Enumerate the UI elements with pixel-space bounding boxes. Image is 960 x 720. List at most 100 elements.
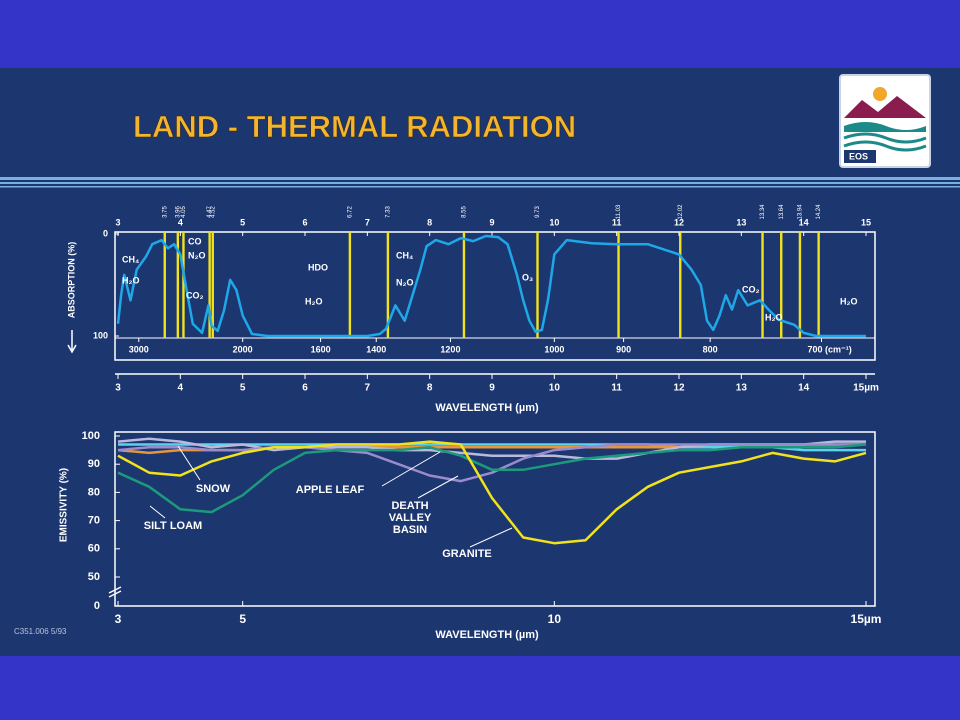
gas-label: H₂O bbox=[122, 275, 140, 285]
y-tick-label: 0 bbox=[103, 228, 108, 238]
logo: EOS bbox=[839, 74, 931, 168]
gas-label: N₂O bbox=[188, 250, 206, 260]
band-label: 13.94 bbox=[798, 204, 804, 220]
band-label: 12.02 bbox=[678, 204, 684, 220]
y-direction-arrow bbox=[67, 330, 77, 354]
gas-label: CO₂ bbox=[742, 284, 760, 294]
absorption-band bbox=[208, 232, 211, 338]
x-tick-label: 9 bbox=[489, 383, 495, 394]
y-axis-title: ABSORPTION (%) bbox=[66, 242, 76, 319]
y-tick-label: 80 bbox=[88, 486, 100, 498]
band-label: 4.52 bbox=[210, 206, 216, 218]
series-label: DEATH VALLEY BASIN bbox=[388, 500, 432, 536]
x-tick-label-top: 6 bbox=[302, 217, 307, 227]
x-tick-label-top: 5 bbox=[240, 217, 245, 227]
label-leader bbox=[469, 527, 513, 548]
wavenumber-label: 1600 bbox=[311, 344, 331, 354]
x-tick-label-top: 14 bbox=[799, 217, 809, 227]
x-tick-label: 7 bbox=[365, 383, 371, 394]
plot-frame bbox=[114, 431, 876, 607]
x-tick-label: 5 bbox=[240, 383, 246, 394]
wavenumber-label: 2000 bbox=[233, 344, 253, 354]
absorption-band bbox=[617, 232, 620, 338]
band-label: 6.72 bbox=[347, 206, 353, 218]
wavenumber-label: 1200 bbox=[440, 344, 460, 354]
x-tick-label: 3 bbox=[115, 383, 121, 394]
y-tick-label: 0 bbox=[94, 600, 100, 612]
figure-code: C351.006 5/93 bbox=[14, 627, 67, 636]
absorption-band bbox=[163, 232, 166, 338]
series-label: SILT LOAM bbox=[143, 520, 203, 532]
gas-label: H₂O bbox=[305, 296, 323, 306]
gas-label: CO bbox=[188, 236, 202, 246]
x-tick-label: 3 bbox=[115, 612, 122, 626]
panel bbox=[0, 68, 960, 656]
slide-title: LAND - THERMAL RADIATION bbox=[133, 109, 576, 144]
gas-label: O₃ bbox=[522, 272, 533, 282]
x-tick-label: 10 bbox=[548, 612, 562, 626]
emissivity-line bbox=[117, 443, 867, 514]
x-tick-label: 13 bbox=[736, 383, 748, 394]
gas-label: H₂O bbox=[765, 312, 783, 322]
wavenumber-label: 1000 bbox=[544, 344, 564, 354]
x-tick-label-top: 15 bbox=[861, 217, 871, 227]
absorption-band bbox=[536, 232, 539, 338]
series-label: SNOW bbox=[195, 483, 231, 495]
label-leader bbox=[417, 475, 459, 499]
x-tick-label-top: 9 bbox=[489, 217, 494, 227]
x-tick-label: 15µm bbox=[851, 612, 882, 626]
series-label: APPLE LEAF bbox=[295, 484, 365, 496]
x-tick-label-top: 11 bbox=[612, 217, 622, 227]
band-label: 4.47 bbox=[207, 206, 213, 218]
x-tick-label: 10 bbox=[549, 383, 561, 394]
label-leader bbox=[149, 505, 166, 519]
x-axis-title: WAVELENGTH (µm) bbox=[435, 629, 539, 641]
absorption-band bbox=[386, 232, 390, 338]
absorption-band bbox=[780, 232, 783, 338]
wavenumber-label: 3000 bbox=[129, 344, 149, 354]
y-tick-label: 70 bbox=[88, 515, 100, 527]
band-label: 13.34 bbox=[760, 204, 766, 220]
absorption-band bbox=[211, 232, 214, 338]
series-label: GRANITE bbox=[442, 548, 492, 560]
x-tick-label-top: 13 bbox=[736, 217, 746, 227]
band-label: 7.33 bbox=[385, 206, 391, 218]
band-label: 8.55 bbox=[462, 206, 468, 218]
x-axis-title: WAVELENGTH (µm) bbox=[435, 402, 539, 414]
x-tick-label: 8 bbox=[427, 383, 433, 394]
absorption-band bbox=[798, 232, 802, 338]
band-label: 13.64 bbox=[779, 204, 785, 220]
band-label: 11.03 bbox=[616, 204, 622, 219]
x-tick-label: 5 bbox=[239, 612, 246, 626]
absorption-band bbox=[348, 232, 352, 338]
x-tick-label-top: 4 bbox=[178, 217, 183, 227]
wavenumber-label: 700 (cm⁻¹) bbox=[807, 344, 851, 354]
x-tick-label-top: 8 bbox=[427, 217, 432, 227]
band-label: 14.24 bbox=[816, 204, 822, 220]
y-tick-label: 90 bbox=[88, 458, 100, 470]
x-tick-label: 12 bbox=[673, 383, 685, 394]
gas-label: CH₄ bbox=[122, 254, 139, 264]
emissivity-line bbox=[117, 443, 866, 483]
plot-frame bbox=[114, 231, 876, 361]
gas-label: CO₂ bbox=[186, 290, 204, 300]
absorption-band bbox=[176, 232, 180, 338]
absorption-band bbox=[182, 232, 185, 338]
gas-label: H₂O bbox=[840, 296, 858, 306]
x-tick-label: 14 bbox=[798, 383, 810, 394]
band-label: 3.96 bbox=[175, 206, 181, 218]
x-tick-label: 6 bbox=[302, 383, 308, 394]
y-tick-label: 50 bbox=[88, 571, 100, 583]
y-axis-title: EMISSIVITY (%) bbox=[59, 468, 70, 542]
label-leader bbox=[177, 445, 201, 481]
absorption-band bbox=[679, 232, 682, 338]
x-tick-label-top: 10 bbox=[549, 217, 559, 227]
x-tick-label-top: 3 bbox=[115, 217, 120, 227]
emissivity-line bbox=[117, 440, 867, 545]
band-label: 9.73 bbox=[535, 206, 541, 218]
label-leader bbox=[381, 451, 441, 487]
y-tick-label: 60 bbox=[88, 543, 100, 555]
x-tick-label: 11 bbox=[611, 383, 622, 394]
